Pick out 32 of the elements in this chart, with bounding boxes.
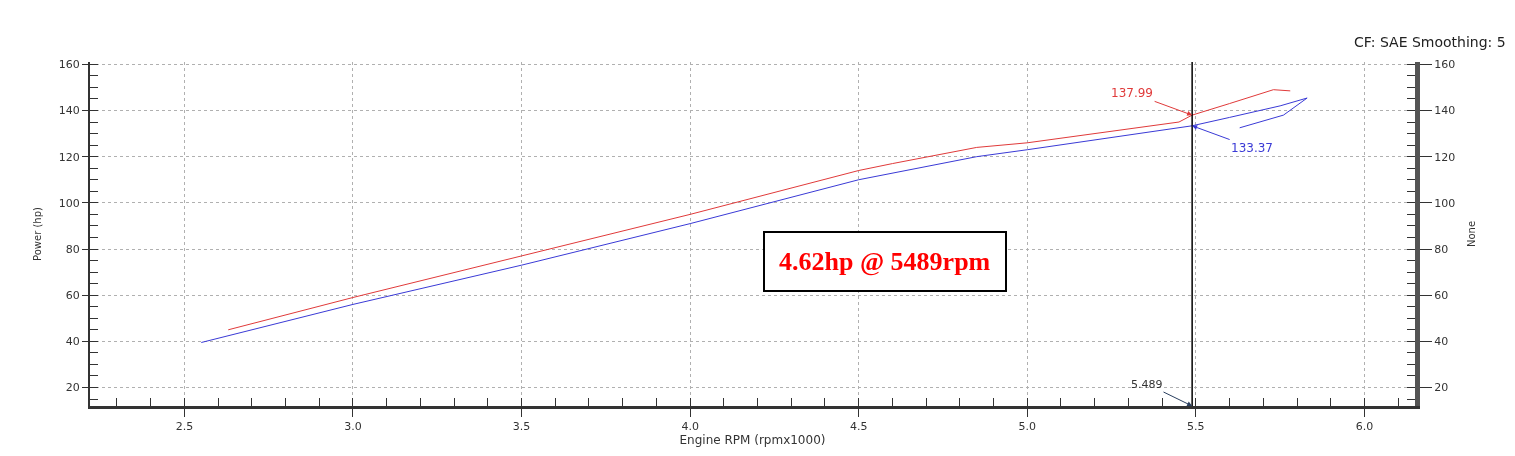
y-tick-label: 140 [58, 104, 80, 118]
x-tick-label: 2.5 [175, 420, 194, 434]
y2-tick-label: 140 [1434, 104, 1456, 118]
y2-tick-label: 20 [1434, 381, 1449, 395]
ref-line-label: 5.489 [1131, 378, 1163, 391]
x-tick-label: 4.5 [849, 420, 868, 434]
y2-axis-title: None [1465, 220, 1477, 248]
y-tick-label: 80 [65, 242, 80, 256]
annotation: 4.62hp @ 5489rpm [779, 247, 991, 276]
y2-tick-label: 160 [1434, 58, 1456, 72]
y2-tick-label: 100 [1434, 196, 1456, 210]
annotation: 137.99 [1111, 86, 1153, 100]
y-tick-label: 120 [58, 150, 80, 164]
x-tick-label: 3.5 [512, 420, 531, 434]
y-tick-label: 60 [65, 289, 80, 303]
y2-tick-label: 60 [1434, 289, 1449, 303]
y2-tick-label: 120 [1434, 150, 1456, 164]
y-tick-label: 20 [65, 381, 80, 395]
x-axis-title: Engine RPM (rpmx1000) [679, 433, 826, 448]
x-tick-label: 3.0 [344, 420, 362, 434]
x-tick-label: 6.0 [1355, 420, 1374, 434]
y-tick-label: 40 [65, 335, 80, 349]
y2-tick-label: 40 [1434, 335, 1449, 349]
chart-subtitle: CF: SAE Smoothing: 5 [1354, 34, 1506, 50]
y-axis-title: Power (hp) [32, 206, 44, 261]
annotation: 133.37 [1231, 141, 1273, 155]
x-tick-label: 4.0 [681, 420, 699, 434]
x-tick-label: 5.0 [1018, 420, 1037, 434]
y-tick-label: 160 [58, 58, 80, 72]
y-tick-label: 100 [58, 196, 80, 210]
y2-tick-label: 80 [1434, 242, 1449, 256]
x-tick-label: 5.5 [1187, 420, 1205, 434]
